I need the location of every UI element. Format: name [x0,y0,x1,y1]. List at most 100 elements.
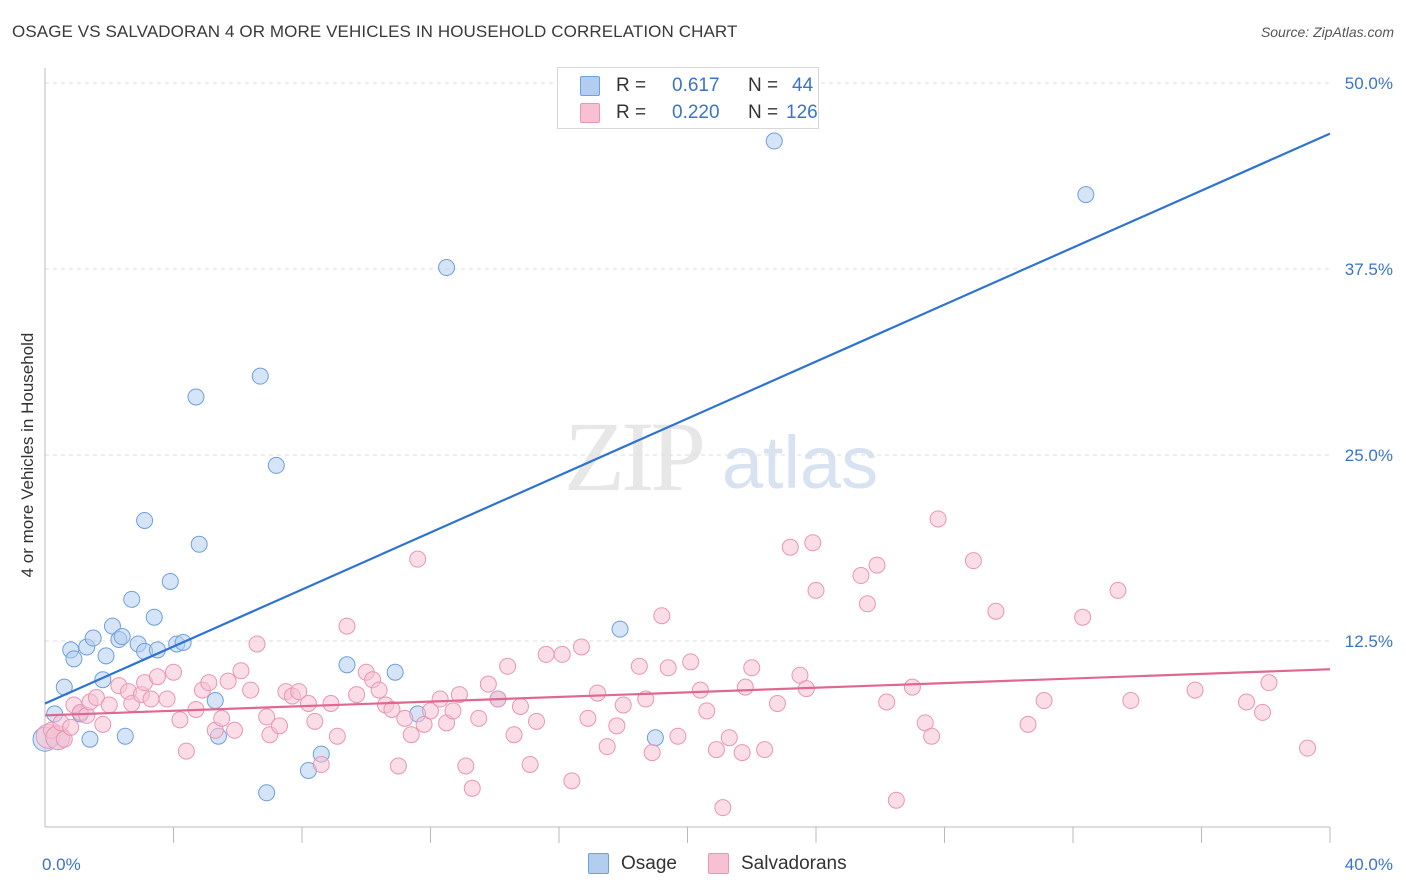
salvadorans-point-70 [521,756,539,774]
salvadorans-point-31 [232,662,250,680]
salvadorans-point-98 [781,538,799,556]
bottom-legend-swatch-osage [588,853,609,874]
salvadorans-point-119 [1186,681,1204,699]
salvadorans-point-67 [499,657,517,675]
salvadorans-point-110 [923,727,941,745]
salvadorans-point-113 [987,602,1005,620]
osage-point-20 [145,608,163,626]
salvadorans-point-43 [322,694,340,712]
legend-r-label: R = [616,102,647,123]
watermark-atlas: atlas [722,421,878,504]
salvadorans-point-116 [1074,608,1092,626]
salvadorans-point-103 [852,567,870,585]
salvadorans-point-19 [148,668,166,686]
osage-point-16 [123,590,141,608]
salvadorans-point-41 [306,712,324,730]
salvadorans-point-54 [402,726,420,744]
salvadorans-point-44 [328,727,346,745]
salvadorans-point-86 [669,727,687,745]
salvadorans-point-96 [756,741,774,759]
osage-point-25 [187,388,205,406]
osage-point-8 [81,730,99,748]
salvadorans-point-87 [682,653,700,671]
osage-point-35 [386,663,404,681]
osage-point-22 [161,572,179,590]
salvadorans-point-121 [1254,703,1272,721]
salvadorans-point-39 [290,683,308,701]
salvadorans-point-46 [348,686,366,704]
y-axis-label: 4 or more Vehicles in Household [18,332,37,578]
legend-r-label: R = [616,75,647,96]
salvadorans-point-21 [165,663,182,681]
x-tick-label-0: 0.0% [42,855,81,874]
salvadorans-point-111 [929,510,947,528]
osage-point-29 [251,367,269,385]
osage-point-14 [113,628,131,646]
salvadorans-point-5 [62,718,80,736]
y-tick-label-0: 12.5% [1345,632,1393,651]
osage-point-31 [267,456,285,474]
bottom-legend-swatch-salvadorans [708,853,729,874]
salvadorans-point-95 [743,659,761,677]
salvadorans-point-20 [158,690,176,708]
salvadorans-point-104 [858,595,876,613]
legend-n-value-osage: 44 [792,75,814,96]
salvadorans-point-114 [1019,715,1037,733]
salvadorans-point-49 [370,681,388,699]
watermark: ZIP atlas [564,401,878,512]
osage-point-40 [646,729,664,747]
salvadorans-point-60 [444,702,462,720]
salvadorans-point-122 [1260,674,1278,692]
salvadorans-point-89 [698,702,716,720]
osage-point-9 [84,629,102,647]
salvadorans-trend-line [44,668,1331,717]
salvadorans-point-52 [389,757,407,775]
salvadorans-point-11 [94,715,112,733]
salvadorans-point-28 [213,709,231,727]
salvadorans-point-101 [804,534,822,552]
osage-point-30 [258,784,276,802]
chart-title: OSAGE VS SALVADORAN 4 OR MORE VEHICLES I… [12,22,738,41]
data-points [32,107,1317,817]
salvadorans-point-73 [553,645,571,663]
salvadorans-point-33 [248,635,266,653]
salvadorans-point-65 [479,675,497,693]
osage-point-43 [1077,186,1095,204]
legend-swatch-osage [580,76,600,96]
salvadorans-point-36 [271,717,289,735]
salvadorans-point-118 [1122,692,1140,710]
legend-r-value-osage: 0.617 [672,75,720,96]
salvadorans-point-75 [572,638,590,656]
x-tick-label-1: 40.0% [1345,855,1393,874]
axes [44,68,1331,843]
legend-n-value-salvadorans: 126 [786,102,818,123]
y-tick-label-1: 25.0% [1345,446,1393,465]
salvadorans-point-107 [887,791,905,809]
legend-r-value-salvadorans: 0.220 [672,102,720,123]
salvadorans-point-88 [691,681,709,699]
salvadorans-point-62 [457,757,475,775]
legend-n-label: N = [748,75,779,96]
salvadorans-point-32 [242,681,260,699]
osage-point-15 [116,727,134,745]
salvadorans-point-91 [714,799,732,817]
salvadorans-point-102 [807,581,825,599]
tick-labels: 12.5% 25.0% 37.5% 50.0% 0.0% 40.0% [42,74,1393,874]
osage-point-34 [338,656,356,674]
salvadorans-point-120 [1237,693,1255,711]
legend-n-label: N = [748,102,779,123]
salvadorans-point-10 [87,689,105,707]
salvadorans-point-69 [511,697,529,715]
salvadorans-point-57 [422,702,439,720]
salvadorans-point-78 [598,738,616,756]
salvadorans-point-97 [768,694,786,712]
salvadorans-point-117 [1109,581,1127,599]
salvadorans-point-58 [431,690,449,708]
salvadorans-point-79 [608,717,626,735]
salvadorans-point-108 [903,678,921,696]
bottom-legend-label-osage: Osage [621,853,677,874]
salvadorans-point-29 [219,672,237,690]
salvadorans-point-83 [643,744,661,762]
osage-point-37 [438,259,456,277]
salvadorans-point-76 [579,709,597,727]
